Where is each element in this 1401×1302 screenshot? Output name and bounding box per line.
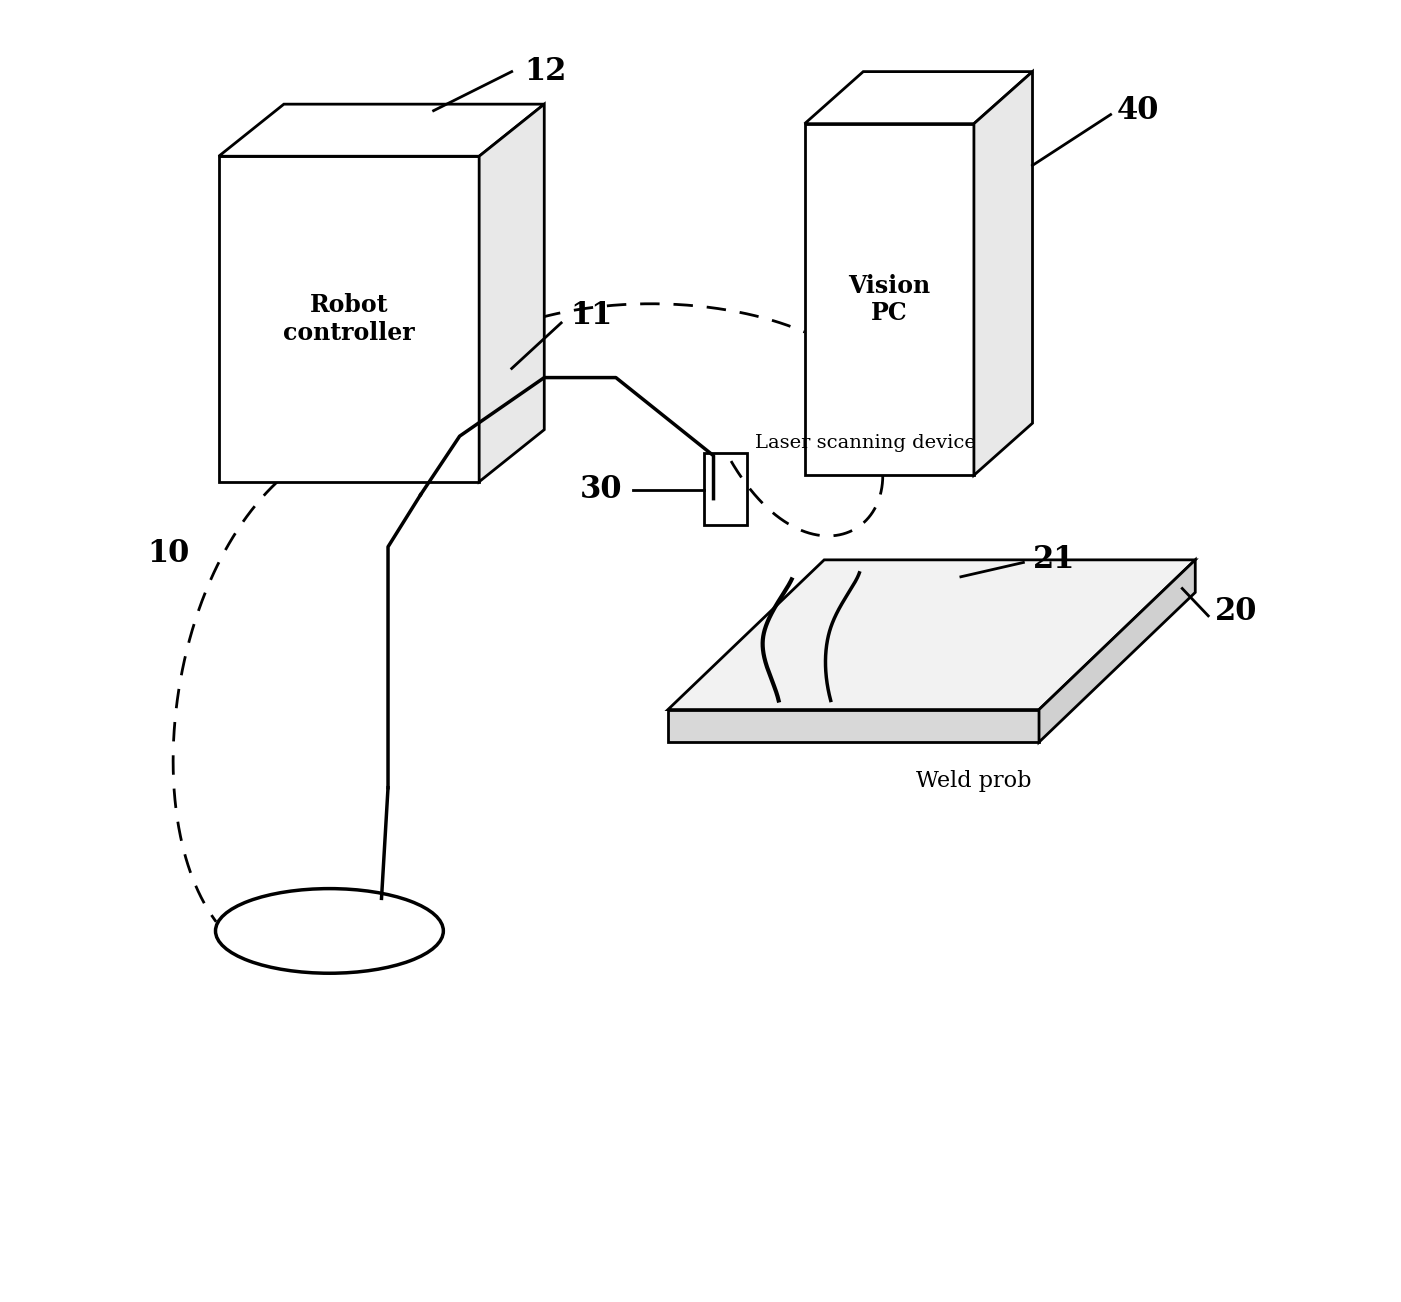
Polygon shape xyxy=(668,560,1195,710)
Text: Robot
controller: Robot controller xyxy=(283,293,415,345)
Text: 40: 40 xyxy=(1117,95,1160,126)
Polygon shape xyxy=(479,104,544,482)
Polygon shape xyxy=(1040,560,1195,742)
Text: Vision
PC: Vision PC xyxy=(848,273,930,326)
Text: Laser scanning device: Laser scanning device xyxy=(755,434,976,452)
Text: 20: 20 xyxy=(1215,596,1257,628)
Polygon shape xyxy=(804,124,974,475)
Text: 10: 10 xyxy=(147,538,189,569)
Polygon shape xyxy=(219,104,544,156)
Text: 12: 12 xyxy=(525,56,567,87)
Text: Weld prob: Weld prob xyxy=(916,771,1031,792)
Text: 21: 21 xyxy=(1033,544,1075,575)
Polygon shape xyxy=(974,72,1033,475)
Polygon shape xyxy=(219,156,479,482)
Text: 11: 11 xyxy=(570,299,612,331)
Text: 30: 30 xyxy=(580,474,622,505)
Polygon shape xyxy=(668,710,1040,742)
Polygon shape xyxy=(804,72,1033,124)
